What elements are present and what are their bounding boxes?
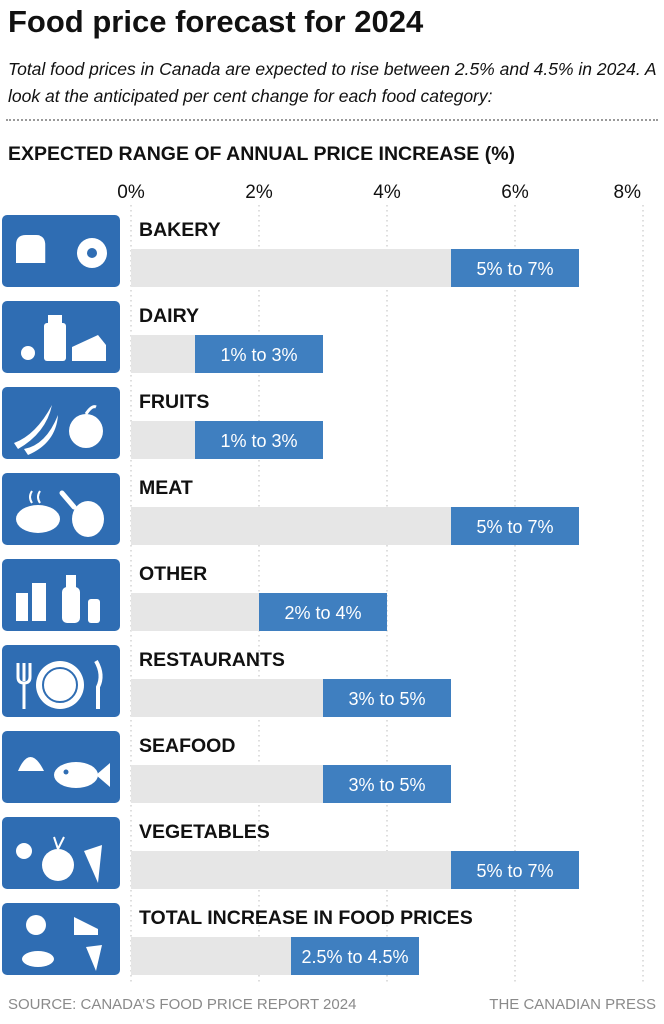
source-note: SOURCE: CANADA’S FOOD PRICE REPORT 2024: [8, 996, 357, 1013]
category-label: FRUITS: [139, 391, 209, 413]
category-row: SEAFOOD 3% to 5%: [2, 731, 451, 803]
plate-cutlery-icon: [2, 645, 120, 717]
x-tick-label: 6%: [501, 182, 529, 203]
bar-track: [131, 593, 259, 631]
category-label: VEGETABLES: [139, 821, 270, 843]
x-tick-label: 4%: [373, 182, 401, 203]
range-bar: [451, 507, 579, 545]
cans-bottles-icon: [2, 559, 120, 631]
category-row: DAIRY 1% to 3%: [2, 301, 323, 373]
range-label: 5% to 7%: [476, 517, 553, 537]
chart-section-label: EXPECTED RANGE OF ANNUAL PRICE INCREASE …: [8, 143, 516, 165]
category-label: OTHER: [139, 563, 207, 585]
category-label: SEAFOOD: [139, 735, 235, 757]
bar-track: [131, 679, 323, 717]
credit-note: THE CANADIAN PRESS: [489, 996, 656, 1013]
steak-drumstick-icon: [2, 473, 120, 545]
category-row: MEAT 5% to 7%: [2, 473, 579, 545]
bread-donut-icon: [2, 215, 120, 287]
bar-track: [131, 851, 451, 889]
banana-apple-icon: [2, 387, 120, 459]
category-label: DAIRY: [139, 305, 199, 327]
range-bar: [195, 421, 323, 459]
bar-track: [131, 421, 195, 459]
range-label: 1% to 3%: [220, 345, 297, 365]
category-row: TOTAL INCREASE IN FOOD PRICES 2.5% to 4.5…: [2, 903, 473, 975]
category-row: BAKERY 5% to 7%: [2, 215, 579, 287]
food-mix-icon: [2, 903, 120, 975]
vegetables-icon: [2, 817, 120, 889]
bar-track: [131, 937, 291, 975]
range-bar: [451, 249, 579, 287]
range-label: 2.5% to 4.5%: [301, 947, 408, 967]
range-label: 5% to 7%: [476, 861, 553, 881]
category-label: RESTAURANTS: [139, 649, 285, 671]
range-bar: [323, 765, 451, 803]
x-tick-label: 0%: [117, 182, 145, 203]
range-bar: [451, 851, 579, 889]
range-bar: [195, 335, 323, 373]
x-tick-label: 8%: [614, 182, 642, 203]
range-label: 3% to 5%: [348, 775, 425, 795]
range-bar: [323, 679, 451, 717]
category-row: RESTAURANTS 3% to 5%: [2, 645, 451, 717]
category-row: FRUITS 1% to 3%: [2, 387, 323, 459]
page-subtitle: Total food prices in Canada are expected…: [8, 59, 656, 106]
range-label: 1% to 3%: [220, 431, 297, 451]
category-row: OTHER 2% to 4%: [2, 559, 387, 631]
bar-track: [131, 507, 451, 545]
shell-fish-icon: [2, 731, 120, 803]
range-bar: [291, 937, 419, 975]
category-row: VEGETABLES 5% to 7%: [2, 817, 579, 889]
x-tick-label: 2%: [245, 182, 273, 203]
range-label: 2% to 4%: [284, 603, 361, 623]
bar-track: [131, 249, 451, 287]
category-label: BAKERY: [139, 219, 221, 241]
bar-track: [131, 765, 323, 803]
bar-track: [131, 335, 195, 373]
category-label: MEAT: [139, 477, 193, 499]
milk-cheese-icon: [2, 301, 120, 373]
page-title: Food price forecast for 2024: [8, 4, 424, 39]
dotted-divider: [6, 119, 658, 121]
range-bar: [259, 593, 387, 631]
range-label: 3% to 5%: [348, 689, 425, 709]
category-label: TOTAL INCREASE IN FOOD PRICES: [139, 907, 473, 929]
range-label: 5% to 7%: [476, 259, 553, 279]
